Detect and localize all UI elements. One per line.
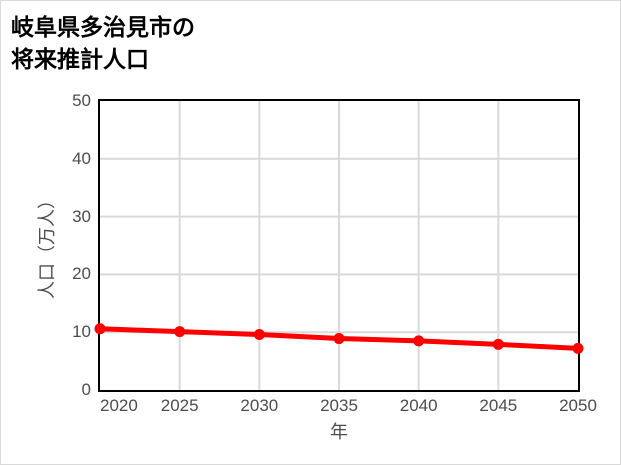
x-tick-label: 2030 <box>240 396 279 415</box>
chart-title: 岐阜県多治見市の 将来推計人口 <box>11 14 195 72</box>
y-tick-label: 0 <box>81 380 91 399</box>
x-axis-title: 年 <box>330 422 348 442</box>
x-tick-label: 2050 <box>559 396 597 415</box>
x-tick-label: 2020 <box>100 396 138 415</box>
y-tick-label: 50 <box>72 91 91 110</box>
data-point-marker <box>333 333 345 345</box>
plot-area <box>94 99 584 392</box>
data-point-marker <box>413 335 425 347</box>
data-point-marker <box>94 323 106 335</box>
y-tick-label: 10 <box>72 322 91 342</box>
y-tick-label: 20 <box>72 264 91 284</box>
data-point-marker <box>174 326 186 338</box>
plot-svg <box>94 101 584 390</box>
y-tick-label: 40 <box>72 148 91 168</box>
data-point-marker <box>492 338 504 350</box>
x-tick-label: 2035 <box>320 396 358 415</box>
data-point-marker <box>572 342 584 354</box>
x-tick-label: 2040 <box>399 396 438 415</box>
y-axis-title: 人口（万人） <box>37 191 57 299</box>
x-tick-label: 2045 <box>479 396 518 415</box>
x-tick-label: 2025 <box>160 396 199 415</box>
data-point-marker <box>253 329 265 341</box>
y-tick-label: 30 <box>72 206 91 226</box>
